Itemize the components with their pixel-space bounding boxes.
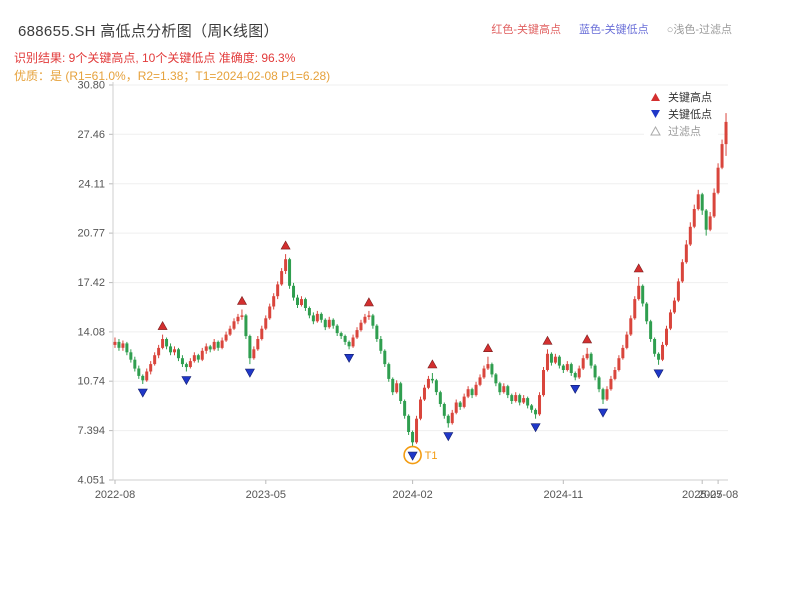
plot-legend-item-filtered: 过滤点: [650, 124, 712, 138]
svg-text:14.08: 14.08: [77, 326, 105, 338]
plot-legend-label: 关键高点: [668, 92, 712, 104]
blue-triangle-down-icon: [651, 110, 660, 118]
svg-text:T1: T1: [425, 450, 438, 462]
plot-legend-label: 关键低点: [668, 109, 712, 121]
svg-text:10.74: 10.74: [77, 376, 105, 388]
svg-text:17.42: 17.42: [77, 277, 105, 289]
svg-text:7.394: 7.394: [77, 425, 105, 437]
svg-text:2023-05: 2023-05: [246, 489, 286, 501]
top-legend-key-high: 红色-关键高点: [491, 24, 562, 36]
svg-text:2025-07: 2025-07: [682, 489, 722, 501]
svg-text:20.77: 20.77: [77, 228, 105, 240]
svg-text:2025-08: 2025-08: [698, 489, 738, 501]
svg-text:4.051: 4.051: [77, 475, 105, 487]
page-title: 688655.SH 高低点分析图（周K线图）: [18, 23, 279, 40]
svg-text:30.80: 30.80: [77, 80, 105, 92]
plot-legend-item-key-high: 关键高点: [650, 90, 712, 104]
top-legend-key-low: 蓝色-关键低点: [579, 24, 649, 36]
top-legend: 红色-关键高点 蓝色-关键低点 ○浅色-过滤点: [491, 21, 732, 37]
svg-text:2022-08: 2022-08: [95, 489, 135, 501]
svg-text:27.46: 27.46: [77, 129, 105, 141]
svg-text:2024-02: 2024-02: [392, 489, 432, 501]
quality-result-text: 优质：是 (R1=61.0%，R2=1.38；T1=2024-02-08 P1=…: [14, 69, 331, 83]
plot-legend-label: 过滤点: [668, 126, 701, 138]
svg-text:2024-11: 2024-11: [544, 489, 584, 501]
recognition-result-text: 识别结果: 9个关键高点, 10个关键低点 准确度: 96.3%: [14, 51, 296, 65]
outline-triangle-up-icon: [650, 126, 661, 136]
svg-text:24.11: 24.11: [78, 178, 105, 190]
plot-legend-item-key-low: 关键低点: [650, 107, 712, 121]
red-triangle-up-icon: [651, 93, 660, 101]
top-legend-filtered: ○浅色-过滤点: [666, 24, 732, 36]
plot-legend: 关键高点 关键低点 过滤点: [644, 88, 718, 140]
